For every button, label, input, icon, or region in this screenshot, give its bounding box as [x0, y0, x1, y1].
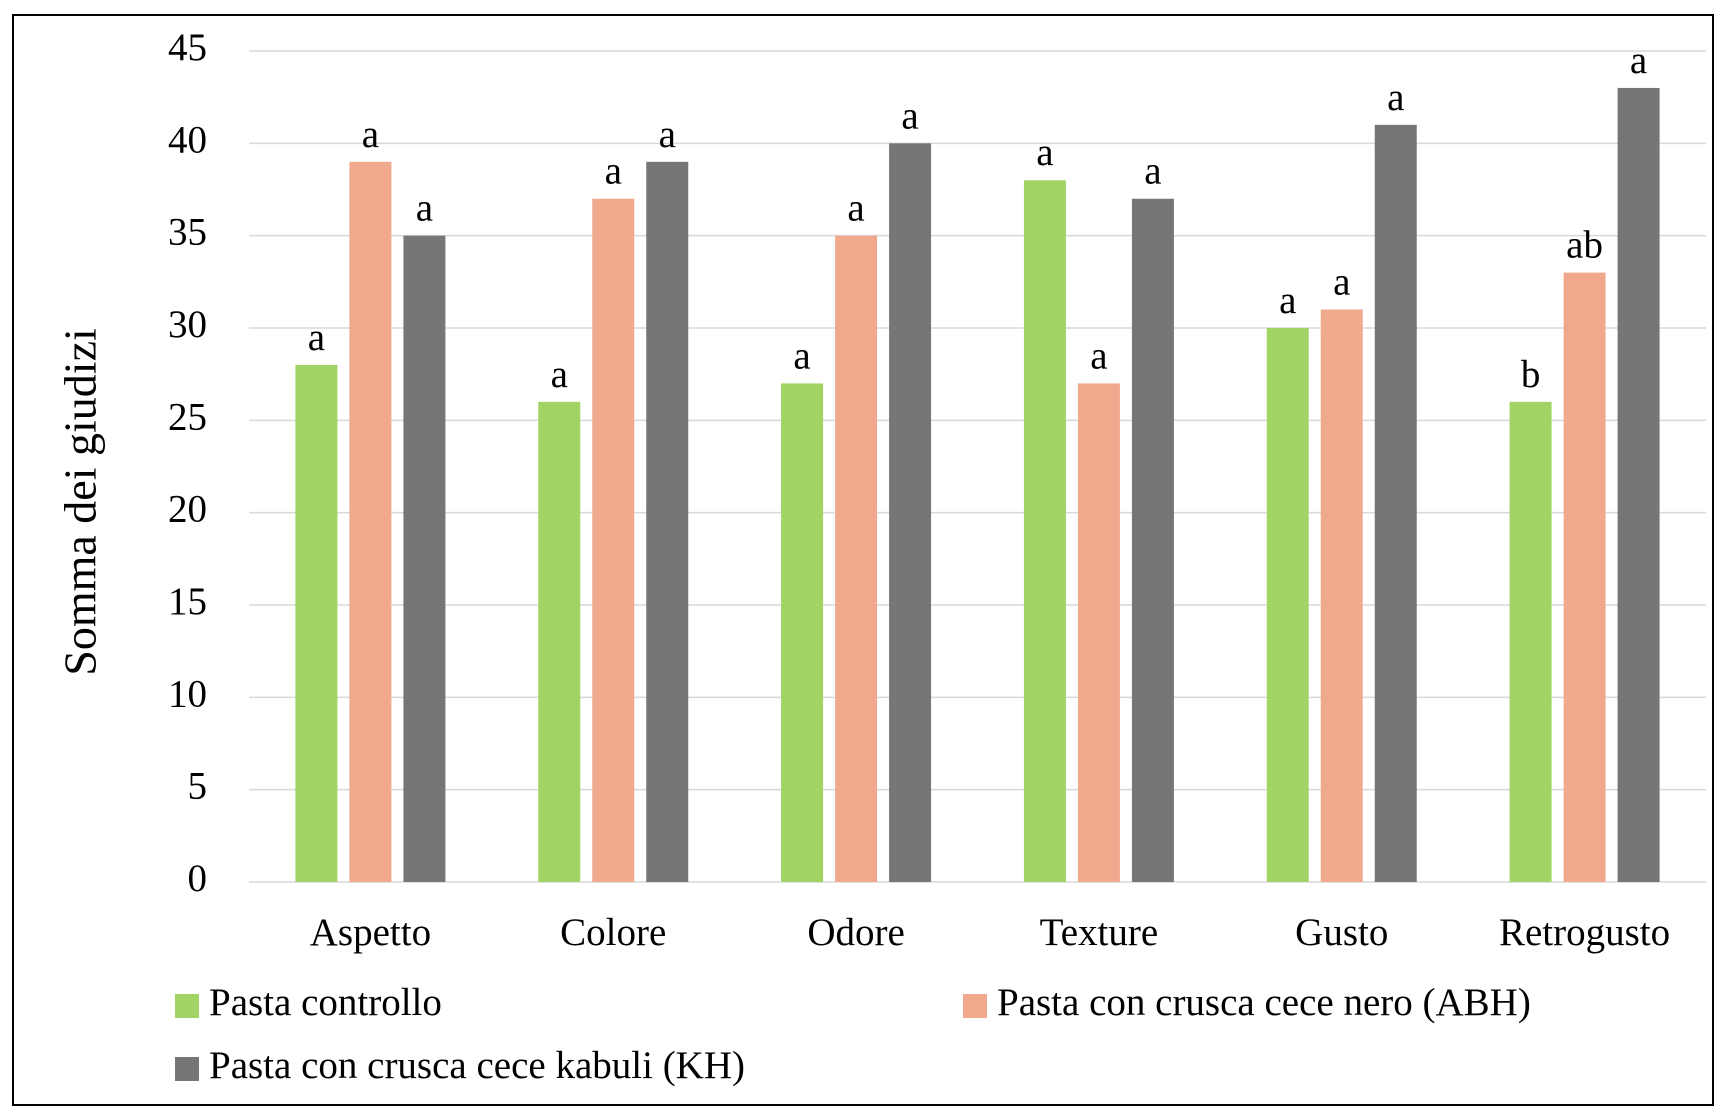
- bar-letter: a: [416, 187, 433, 230]
- bar-letter: a: [1090, 334, 1107, 377]
- y-tick-label: 35: [168, 211, 207, 254]
- bar-letter: a: [1387, 76, 1404, 119]
- bar-letter: a: [362, 113, 379, 156]
- legend-swatch: [963, 994, 987, 1018]
- y-axis-label: Somma dei giudizi: [55, 328, 106, 676]
- bar: [1131, 198, 1174, 882]
- bar-letter: a: [551, 353, 568, 396]
- bar: [403, 235, 446, 882]
- bar: [295, 364, 338, 882]
- bar-letter: a: [659, 113, 676, 156]
- bar-letter: a: [308, 316, 325, 359]
- bar: [1617, 87, 1660, 882]
- bar: [1266, 328, 1309, 882]
- bar-letter: a: [793, 334, 810, 377]
- bar-letter: b: [1521, 353, 1541, 396]
- x-tick-label: Texture: [1040, 911, 1159, 954]
- bar: [835, 235, 878, 882]
- y-tick-label: 30: [168, 303, 207, 346]
- bar: [889, 143, 932, 883]
- bar-letter: a: [1630, 39, 1647, 82]
- x-tick-label: Colore: [560, 911, 666, 954]
- x-tick-label: Gusto: [1295, 911, 1388, 954]
- y-tick-label: 10: [168, 672, 207, 715]
- bar-letter: a: [1036, 131, 1053, 174]
- bar: [1320, 309, 1363, 882]
- bar: [646, 161, 689, 883]
- y-tick-label: 25: [168, 395, 207, 438]
- bar: [1509, 401, 1552, 882]
- y-tick-label: 5: [188, 765, 208, 808]
- legend-label: Pasta controllo: [209, 981, 442, 1024]
- legend-label: Pasta con crusca cece kabuli (KH): [209, 1044, 745, 1087]
- y-tick-label: 0: [188, 857, 208, 900]
- y-tick-label: 20: [168, 488, 207, 531]
- bar-letter: a: [1333, 260, 1350, 303]
- y-tick-label: 45: [168, 26, 207, 69]
- bar: [538, 401, 581, 882]
- legend-swatch: [175, 1057, 199, 1081]
- bar: [592, 198, 635, 882]
- bar-letter: a: [605, 150, 622, 193]
- x-tick-label: Aspetto: [310, 911, 431, 954]
- bar: [349, 161, 392, 883]
- bar: [1563, 272, 1606, 883]
- frame: [12, 14, 1714, 1106]
- y-tick-label: 15: [168, 580, 207, 623]
- bar: [781, 383, 824, 882]
- bar-letter: a: [847, 187, 864, 230]
- bar: [1023, 180, 1066, 882]
- legend-swatch: [175, 994, 199, 1018]
- bar-letter: a: [1279, 279, 1296, 322]
- legend-label: Pasta con crusca cece nero (ABH): [997, 981, 1531, 1024]
- bar-letter: ab: [1566, 224, 1603, 267]
- bar-letter: a: [901, 94, 918, 137]
- bar: [1374, 124, 1417, 882]
- bar-letter: a: [1144, 150, 1161, 193]
- y-tick-label: 40: [168, 118, 207, 161]
- x-tick-label: Odore: [807, 911, 904, 954]
- bar: [1077, 383, 1120, 882]
- x-tick-label: Retrogusto: [1499, 911, 1670, 954]
